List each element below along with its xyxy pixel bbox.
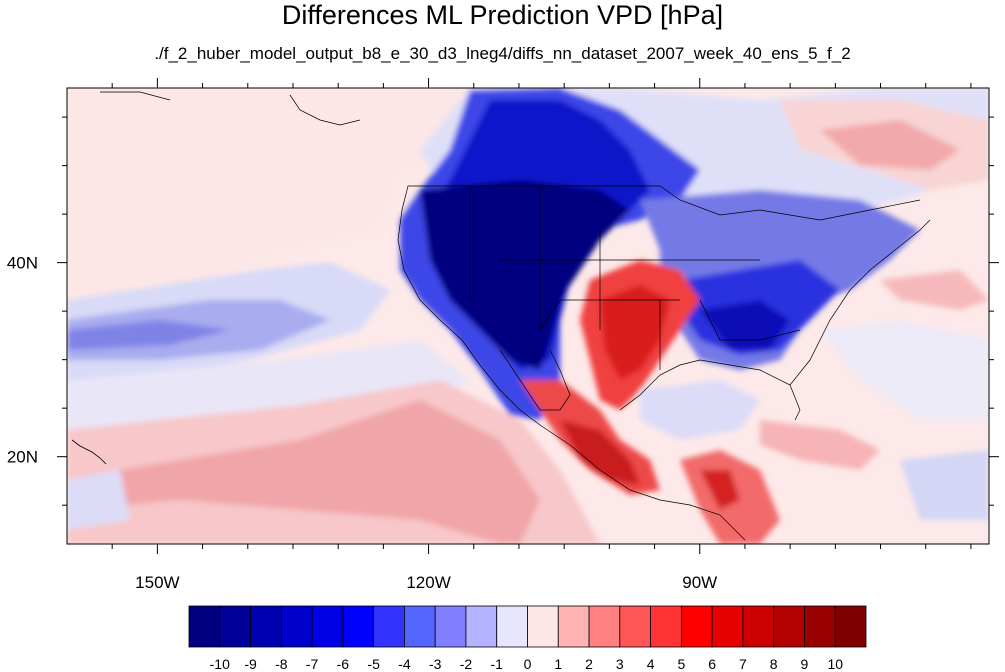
colorbar-swatch [557,605,590,648]
colorbar-label: 5 [677,656,685,672]
lon-tick-label: 120W [406,573,450,592]
colorbar-label: 2 [585,656,593,672]
colorbar-label: 9 [801,656,809,672]
colorbar-swatch [311,605,344,648]
colorbar-swatch [404,605,436,648]
colorbar-swatch [650,605,682,648]
colorbar-label: -6 [337,656,350,672]
lon-tick-label: 150W [135,573,179,592]
axis-ticks [57,78,999,554]
colorbar-label: -3 [429,656,442,672]
colorbar-label: 7 [739,656,747,672]
map-title: Differences ML Prediction VPD [hPa] [281,0,724,30]
colorbar-swatch [527,605,559,648]
colorbar-swatch [773,605,805,648]
colorbar-swatch [434,605,467,648]
lat-tick-label: 40N [7,254,38,273]
colorbar-swatch [280,605,313,648]
colorbar-swatch [219,605,251,648]
colorbar-swatch [496,605,528,648]
colorbar-swatch [742,605,775,648]
colorbar-label: 1 [554,656,562,672]
axis-tick-labels: 150W 120W 90W 40N 20N [7,254,717,592]
colorbar-label: 10 [827,656,843,672]
colorbar-label: 3 [616,656,624,672]
colorbar-swatch [588,605,621,648]
colorbar-swatch [804,605,836,648]
colorbar-swatch [250,605,282,648]
colorbar-swatch [834,605,867,648]
colorbar-label: 4 [647,656,655,672]
colorbar-label: -7 [306,656,319,672]
colorbar-swatch [188,605,221,648]
plot-frame [66,87,990,545]
colorbar-label: -10 [210,656,230,672]
colorbar-label: -5 [367,656,380,672]
colorbar-label: 0 [524,656,532,672]
lon-tick-label: 90W [682,573,717,592]
map-field [67,88,989,544]
coastlines [397,185,931,541]
colorbar-swatch [711,605,744,648]
colorbar-swatch [373,605,405,648]
colorbar-label: -2 [460,656,473,672]
colorbar-label: -4 [398,656,411,672]
colorbar-swatch [342,605,375,648]
colorbar-label: 6 [708,656,716,672]
colorbar-swatch [465,605,498,648]
colorbar-swatch [680,605,713,648]
colorbar-swatch [619,605,651,648]
colorbar: -10 -9 -8 -7 -6 -5 -4 -3 -2 -1 0 1 2 3 4 5 6 7 8 9 10 [188,605,867,672]
colorbar-label: -1 [491,656,504,672]
lat-tick-label: 20N [7,448,38,467]
map-subtitle: ./f_2_huber_model_output_b8_e_30_d3_lneg… [154,44,851,63]
colorbar-label: -8 [275,656,288,672]
colorbar-label: -9 [244,656,257,672]
colorbar-label: 8 [770,656,778,672]
